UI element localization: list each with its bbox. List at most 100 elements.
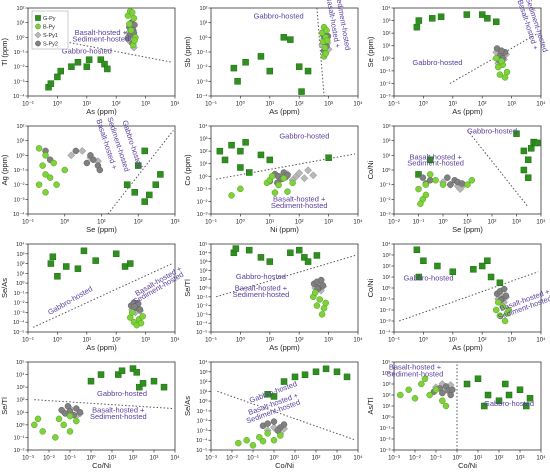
data-point-g-py [533,139,541,147]
points-group [413,11,511,81]
scatter-panel-12: 10⁻³ 10⁻² 10⁻¹ 10⁰ 10¹ 10² 10³ 10⁴ 10⁻³ 10⁻² 10⁻¹ 1… [366,359,546,470]
data-point-b-py [415,185,422,193]
data-point-g-py [470,266,477,273]
field-annotation: Sediment-hosted [407,159,464,168]
y-tick-label: 10⁰ [16,152,25,159]
y-tick-label: 10³ [17,385,25,391]
y-tick-label: 10⁻² [197,199,208,205]
data-point-b-py [228,192,235,199]
data-point-g-py [524,174,532,181]
data-point-b-py [324,37,331,44]
data-point-b-py [130,15,138,22]
data-point-b-py [259,437,267,445]
data-point-g-py [257,53,265,60]
data-point-g-py [304,258,312,265]
y-tick-label: 10⁻¹ [14,435,25,441]
data-point-b-py [60,421,67,429]
x-axis-label: As (ppm) [86,343,117,352]
x-tick-label: 10³ [141,338,150,344]
data-point-s-py1 [295,169,304,178]
data-point-g-py [230,64,238,72]
x-tick-label: 10⁰ [236,219,246,226]
data-point-b-py [243,436,250,444]
y-tick-label: 10⁴ [382,241,391,248]
data-point-b-py [397,391,404,399]
x-tick-label: 10⁻¹ [22,102,34,108]
x-tick-label: 10³ [507,338,516,344]
x-tick-label: 10⁴ [536,219,546,226]
x-tick-label: 10³ [512,220,521,226]
data-point-g-py [246,246,253,254]
data-point-g-py [152,181,160,188]
x-tick-label: 10³ [333,456,342,462]
data-point-s-py2 [447,181,454,188]
field-annotation: Gabbro-hosted [97,389,147,398]
data-point-g-py [287,36,294,43]
x-tick-label: 10³ [150,456,159,462]
data-point-g-py [126,260,134,267]
data-point-g-py [135,162,142,169]
data-point-s-py2 [264,420,271,427]
data-point-b-py [323,27,330,34]
field-divider-line [467,130,529,208]
data-point-g-py [301,254,308,261]
data-point-g-py [420,257,427,265]
data-point-b-py [439,397,446,405]
y-tick-label: 10⁵ [382,359,390,366]
data-point-b-py [464,181,471,188]
x-tick-label: 10⁰ [419,101,429,108]
y-tick-label: 10⁻⁴ [196,320,208,327]
points-group [35,145,164,205]
data-point-g-py [237,147,244,155]
data-point-g-py [57,67,64,75]
x-tick-label: 10¹ [265,220,274,226]
data-point-g-py [160,383,168,391]
data-point-g-py [492,18,500,26]
x-tick-label: 10² [495,456,504,462]
data-point-s-py2 [502,292,510,299]
points-group [415,130,541,207]
data-point-b-py [498,57,505,65]
data-point-s-py1 [309,171,318,180]
y-tick-label: 10³ [200,370,208,376]
data-point-g-py [520,166,528,174]
y-tick-label: 10¹ [200,21,208,27]
field-annotation: Gabbro-hosted [484,399,534,408]
field-divider-line [32,263,173,328]
field-annotation: Sediment-hosted [90,412,147,421]
data-point-g-py [520,147,528,155]
y-axis-label: Se/Tl [183,279,192,297]
x-axis-label: As (ppm) [269,343,300,352]
x-tick-label: 10⁻² [388,220,400,226]
data-point-s-py2 [274,427,281,434]
data-point-g-py [232,245,240,252]
data-point-s-py1 [78,146,87,155]
y-axis-label: As/Tl [366,397,375,414]
y-tick-label: 10⁻¹ [14,291,25,297]
data-point-s-py2 [319,282,327,289]
data-point-g-py [333,368,341,376]
data-point-b-py [50,159,57,167]
x-tick-label: 10⁴ [353,337,363,344]
y-tick-label: 10⁻³ [197,212,208,218]
data-point-g-py [83,63,91,70]
data-point-s-py2 [444,174,451,181]
data-point-g-py [484,391,492,399]
y-tick-label: 10⁻⁴ [379,329,391,336]
x-tick-label: 10¹ [291,456,300,462]
data-point-b-py [492,306,500,314]
data-point-b-py [249,442,257,449]
y-tick-label: 10² [383,393,391,399]
data-point-b-py [128,9,136,16]
data-point-g-py [216,147,224,155]
legend: G-Py B-Py S-Py1 S-Py2 [31,10,69,50]
y-tick-label: 10⁰ [199,34,208,41]
y-tick-label: 10⁻² [197,419,208,425]
data-point-g-py [47,260,55,267]
y-tick-label: 10⁵ [16,359,24,366]
x-tick-label: 10⁰ [419,337,429,344]
y-tick-label: 10⁰ [382,285,391,292]
plot-frame [393,125,542,215]
y-tick-label: 10⁵ [199,241,207,248]
